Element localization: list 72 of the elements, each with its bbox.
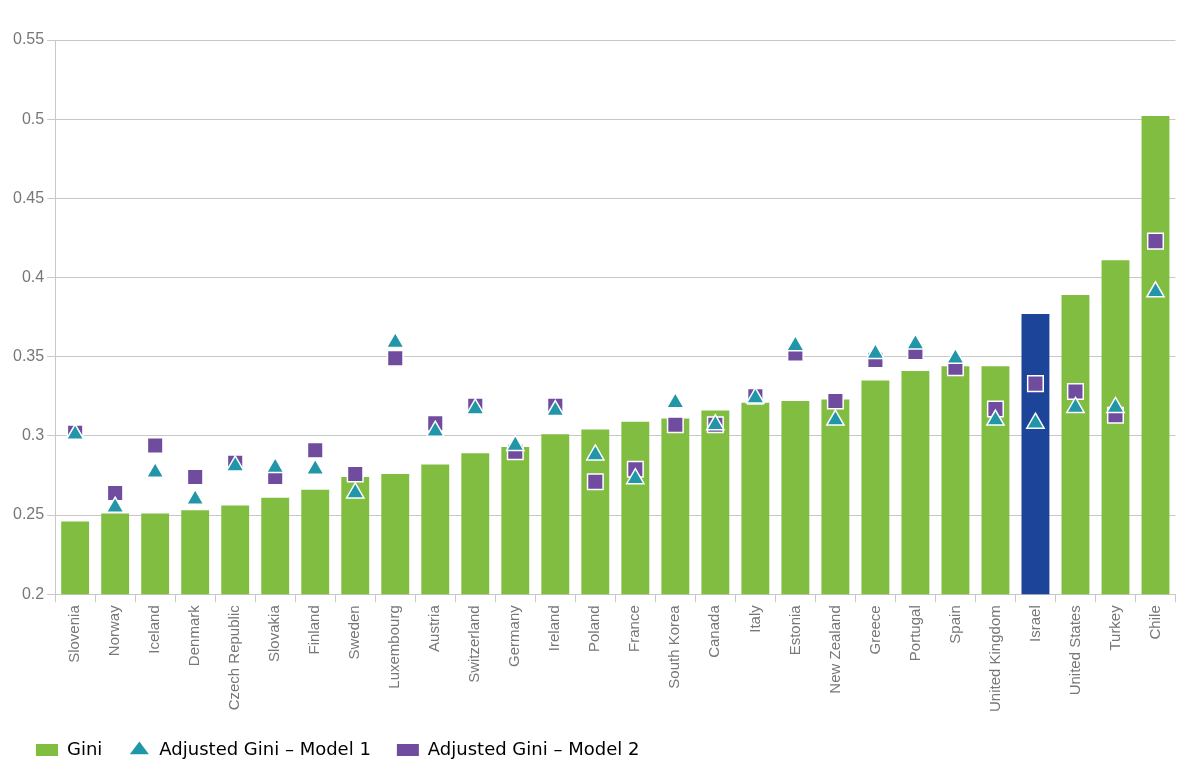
point (185, 488, 205, 505)
point (625, 467, 645, 485)
point (826, 392, 844, 410)
point (1026, 375, 1044, 393)
point (306, 441, 324, 459)
point (1026, 412, 1045, 429)
point (585, 444, 605, 461)
point (586, 473, 604, 491)
point (186, 468, 204, 486)
x-tick-label: Spain (945, 605, 963, 644)
point (1106, 396, 1125, 414)
y-tick-label: 0.3 (21, 426, 45, 444)
legend-label: Adjusted Gini – Model 2 (427, 737, 640, 759)
point (386, 349, 404, 367)
x-tick-label: Czech Republic (225, 604, 243, 711)
point (425, 420, 445, 437)
x-tick-label: France (625, 605, 643, 652)
x-tick-label: Sweden (345, 605, 363, 660)
point (665, 391, 685, 409)
x-tick-label: Slovakia (265, 604, 283, 662)
point (1146, 281, 1165, 298)
x-tick-label: United States (1065, 605, 1083, 696)
x-tick-label: Austria (425, 604, 443, 652)
point (145, 461, 165, 479)
point (825, 409, 845, 426)
point (385, 331, 405, 349)
x-tick-label: Slovenia (65, 604, 83, 663)
point (106, 484, 124, 502)
x-tick-label: Finland (305, 605, 323, 655)
x-tick-label: Germany (505, 604, 523, 667)
point (986, 409, 1005, 426)
x-tick-label: Portugal (905, 605, 923, 662)
x-tick-label: New Zealand (825, 605, 843, 694)
y-tick-label: 0.45 (13, 188, 45, 206)
point (1146, 232, 1165, 250)
y-tick-label: 0.25 (13, 505, 45, 523)
point (906, 333, 925, 350)
y-tick-label: 0.4 (21, 267, 45, 285)
x-tick-label: Ireland (545, 605, 563, 652)
x-tick-label: Switzerland (465, 605, 483, 683)
y-tick-label: 0.35 (13, 347, 45, 365)
x-tick-label: Greece (865, 605, 883, 655)
x-tick-label: Israel (1025, 605, 1043, 642)
point (265, 456, 285, 474)
x-tick-label: Turkey (1105, 604, 1123, 651)
point (1066, 396, 1085, 414)
x-tick-label: Estonia (785, 604, 803, 656)
x-tick-label: Luxembourg (385, 605, 403, 689)
x-tick-label: United Kingdom (985, 605, 1003, 713)
legend-label: Gini (67, 737, 103, 759)
point (666, 416, 684, 434)
point (146, 436, 164, 454)
y-tick-label: 0.5 (21, 109, 45, 127)
x-tick-label: Chile (1145, 605, 1163, 640)
x-tick-label: Iceland (145, 605, 163, 654)
y-tick-label: 0.2 (21, 584, 45, 602)
x-tick-label: Poland (585, 605, 603, 652)
x-tick-label: Canada (705, 604, 723, 658)
point (105, 496, 125, 513)
point (305, 458, 325, 475)
point (505, 434, 525, 452)
y-tick-label: 0.55 (13, 30, 45, 48)
x-tick-label: Italy (745, 604, 763, 633)
point (865, 342, 885, 360)
point (345, 482, 365, 499)
legend-label: Adjusted Gini – Model 1 (159, 737, 371, 759)
x-tick-label: South Korea (665, 604, 683, 689)
x-tick-label: Denmark (185, 604, 203, 667)
point (1066, 383, 1084, 401)
x-tick-label: Norway (105, 604, 123, 657)
point (785, 334, 805, 352)
point (346, 465, 364, 483)
